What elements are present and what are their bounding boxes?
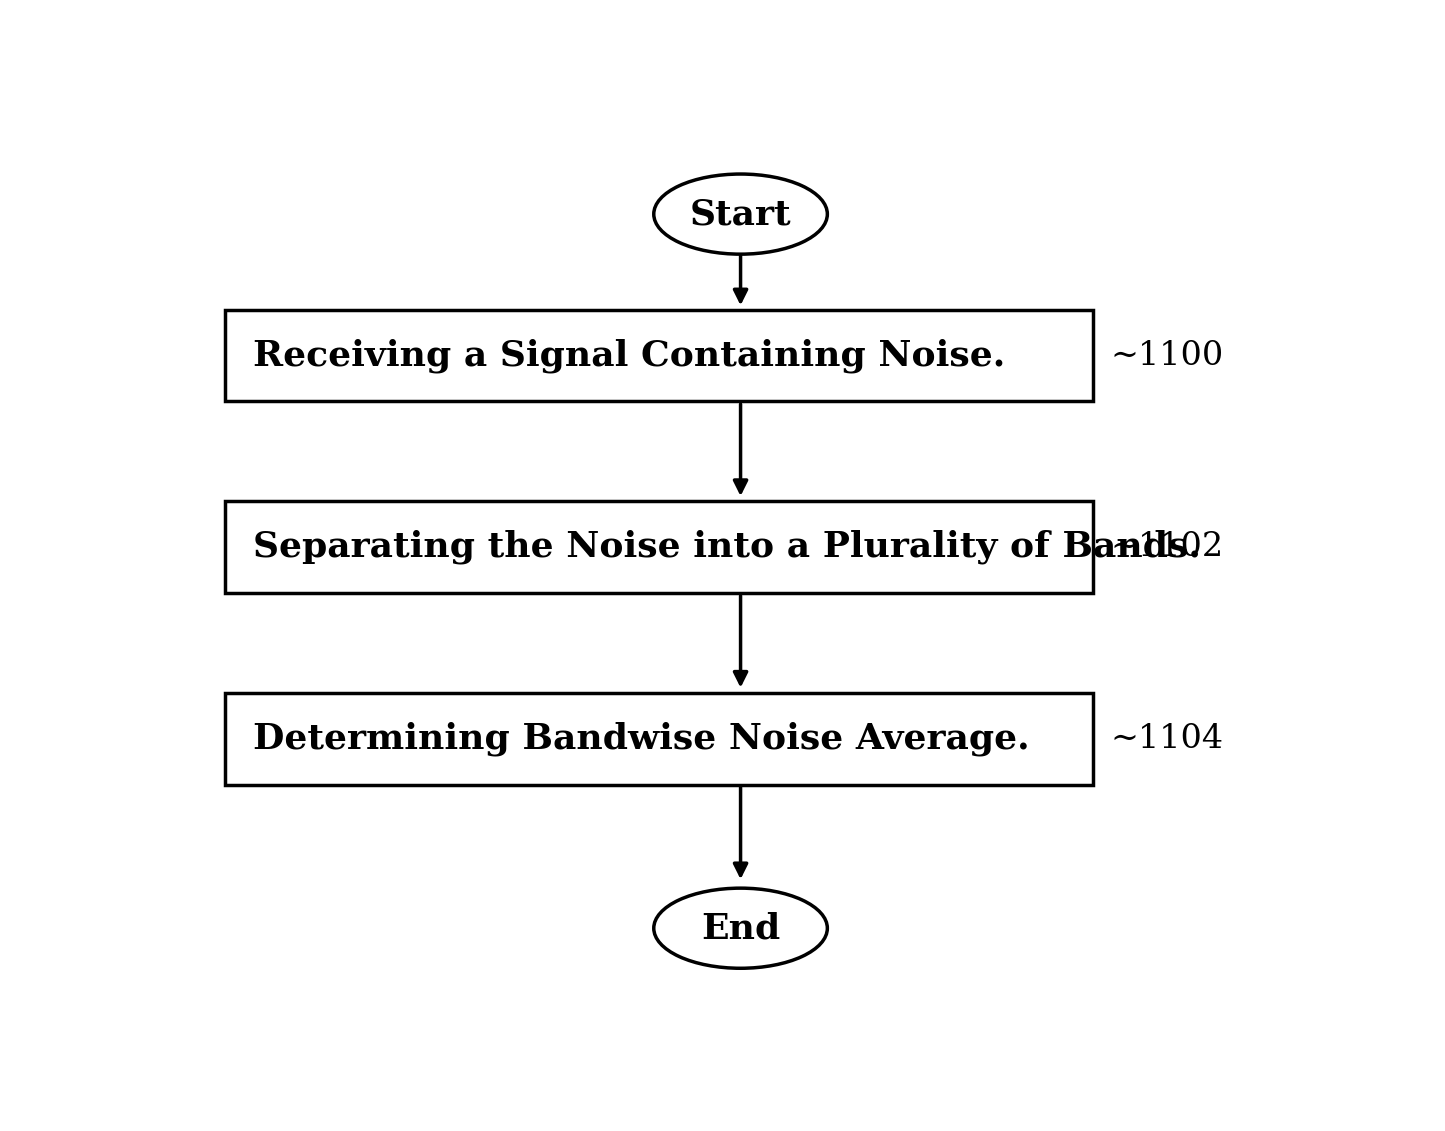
Text: ∼1104: ∼1104 xyxy=(1110,723,1222,754)
Ellipse shape xyxy=(653,174,828,254)
Ellipse shape xyxy=(653,888,828,968)
Text: ∼1102: ∼1102 xyxy=(1110,532,1224,563)
FancyBboxPatch shape xyxy=(225,501,1094,593)
Text: Separating the Noise into a Plurality of Bands.: Separating the Noise into a Plurality of… xyxy=(253,530,1201,564)
Text: End: End xyxy=(701,912,780,946)
FancyBboxPatch shape xyxy=(225,310,1094,402)
Text: Receiving a Signal Containing Noise.: Receiving a Signal Containing Noise. xyxy=(253,338,1006,373)
Text: Determining Bandwise Noise Average.: Determining Bandwise Noise Average. xyxy=(253,722,1030,756)
Text: ∼1100: ∼1100 xyxy=(1110,339,1224,372)
FancyBboxPatch shape xyxy=(225,693,1094,785)
Text: Start: Start xyxy=(689,197,792,231)
